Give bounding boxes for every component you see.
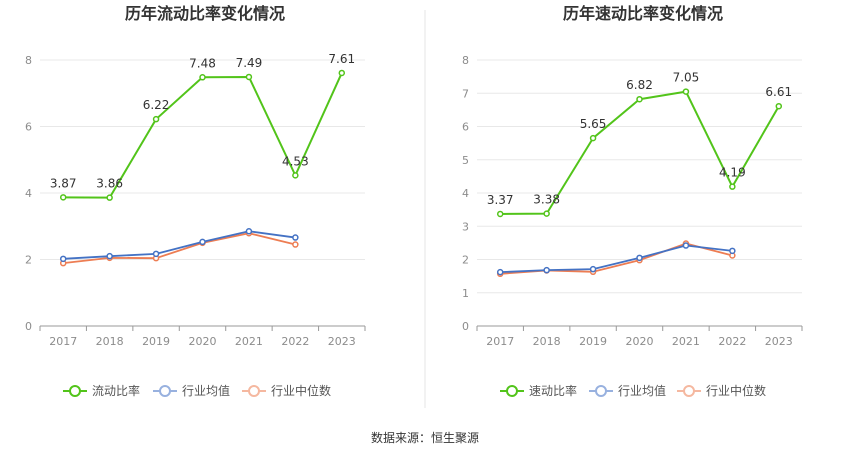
legend-marker: [248, 385, 260, 397]
quick-ratio-chart: 历年速动比率变化情况 0 1 2 3 4 5 6 7 8 2017 2018 2019 2020 2021 2…: [462, 4, 803, 398]
legend-marker: [69, 385, 81, 397]
y-tick-label: 8: [462, 54, 469, 67]
data-point: [729, 183, 736, 190]
y-tick-label: 0: [462, 320, 469, 333]
data-label: 6.61: [765, 85, 792, 99]
y-tick-label: 1: [462, 287, 469, 300]
x-tick-label: 2023: [328, 335, 356, 348]
data-point: [199, 238, 206, 246]
legend-label: 行业均值: [182, 383, 230, 398]
data-point: [729, 247, 736, 255]
data-label: 7.61: [328, 52, 355, 66]
data-point: [59, 255, 67, 263]
chart-title: 历年流动比率变化情况: [125, 4, 285, 23]
data-label: 3.87: [50, 176, 77, 190]
data-point: [152, 250, 160, 258]
data-point: [636, 95, 643, 103]
data-point: [543, 210, 550, 217]
series-line: [63, 230, 296, 260]
chart-title: 历年速动比率变化情况: [563, 4, 723, 23]
source-note: 数据来源：恒生聚源: [371, 430, 479, 445]
data-point: [496, 268, 504, 276]
x-tick-label: 2019: [142, 335, 170, 348]
data-point: [292, 241, 299, 248]
data-label: 3.38: [533, 193, 560, 207]
y-tick-label: 8: [25, 54, 32, 67]
data-point: [775, 102, 783, 110]
data-point: [245, 227, 253, 235]
legend-label: 速动比率: [529, 383, 577, 398]
x-tick-label: 2023: [765, 335, 793, 348]
legend-marker: [159, 385, 171, 397]
data-point: [682, 242, 690, 249]
series-line: [63, 232, 296, 265]
legend-label: 流动比率: [92, 383, 140, 398]
x-tick-label: 2020: [626, 335, 654, 348]
data-label: 3.86: [96, 177, 123, 191]
series-line: [500, 244, 733, 274]
x-tick-label: 2022: [281, 335, 309, 348]
data-point: [106, 252, 113, 260]
legend-label: 行业中位数: [271, 383, 331, 398]
data-label: 4.53: [282, 154, 309, 168]
data-label: 6.22: [143, 98, 170, 112]
data-point: [682, 88, 690, 95]
data-label: 7.49: [236, 56, 263, 70]
legend-marker: [683, 385, 695, 397]
y-tick-label: 4: [25, 187, 32, 200]
data-point: [59, 194, 67, 201]
x-tick-label: 2017: [486, 335, 514, 348]
data-label: 3.37: [487, 193, 514, 207]
legend-label: 行业均值: [618, 383, 666, 398]
x-tick-label: 2021: [235, 335, 263, 348]
series-line: [500, 242, 733, 275]
data-point: [292, 172, 299, 179]
x-tick-label: 2018: [96, 335, 124, 348]
data-label: 6.82: [626, 78, 653, 92]
y-tick-label: 5: [462, 154, 469, 167]
y-tick-label: 6: [25, 121, 32, 134]
legend-label: 行业中位数: [706, 383, 766, 398]
y-tick-label: 0: [25, 320, 32, 333]
y-tick-label: 2: [462, 254, 469, 267]
data-point: [292, 234, 299, 241]
legend-marker: [506, 385, 518, 397]
legend-marker: [595, 385, 607, 397]
data-point: [589, 265, 597, 273]
data-point: [636, 254, 643, 262]
x-tick-label: 2021: [672, 335, 700, 348]
y-tick-label: 3: [462, 220, 469, 233]
data-point: [245, 73, 253, 81]
data-point: [106, 194, 113, 201]
current-ratio-chart: 历年流动比率变化情况 0 2 4 6 8 2017 2018 2019 2020 2021 2022 2…: [25, 4, 366, 398]
y-tick-label: 2: [25, 254, 32, 267]
data-point: [152, 115, 160, 123]
x-tick-label: 2017: [49, 335, 77, 348]
data-point: [543, 266, 550, 274]
data-label: 4.19: [719, 166, 746, 180]
data-label: 5.65: [580, 117, 607, 131]
data-point: [199, 74, 206, 81]
x-tick-label: 2020: [189, 335, 217, 348]
data-label: 7.48: [189, 56, 216, 70]
y-tick-label: 7: [462, 87, 469, 100]
x-tick-label: 2018: [533, 335, 561, 348]
x-tick-label: 2019: [579, 335, 607, 348]
data-label: 7.05: [673, 71, 700, 85]
y-tick-label: 6: [462, 121, 469, 134]
x-tick-label: 2022: [718, 335, 746, 348]
data-point: [496, 210, 504, 218]
data-point: [589, 134, 597, 142]
data-point: [338, 69, 346, 77]
y-tick-label: 4: [462, 187, 469, 200]
